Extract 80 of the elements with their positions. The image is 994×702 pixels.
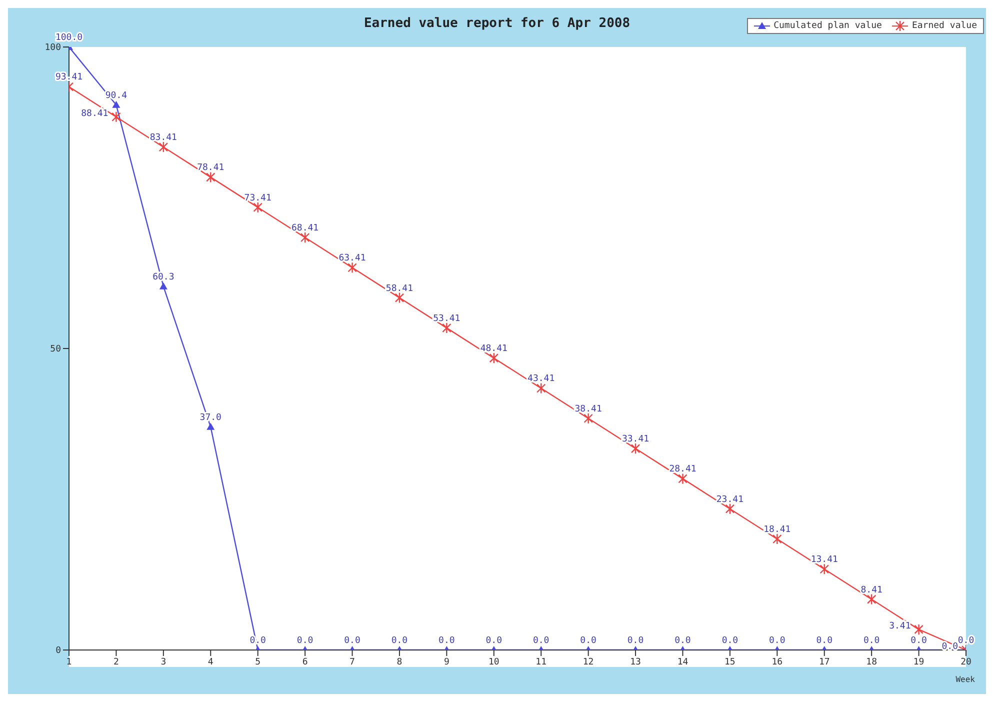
data-label: 0.0 (942, 642, 958, 652)
x-tick-label: 5 (255, 657, 261, 668)
data-label: 38.41 (574, 404, 602, 414)
point (206, 422, 215, 430)
data-label: 0.0 (486, 636, 502, 646)
data-label: 28.41 (669, 464, 696, 475)
y-tick-label: 0 (56, 646, 61, 656)
x-tick-label: 15 (724, 657, 736, 668)
x-tick-label: 17 (818, 657, 830, 668)
data-label: 0.0 (674, 636, 691, 646)
point (584, 412, 593, 424)
point (253, 202, 262, 213)
data-label: 100.0 (55, 33, 83, 43)
x-tick-label: 16 (772, 657, 783, 668)
data-label: 0.0 (627, 636, 644, 646)
point (112, 100, 120, 108)
point (489, 352, 498, 364)
point (725, 503, 735, 514)
x-tick-label: 1 (66, 657, 72, 668)
data-label: 43.41 (528, 374, 555, 384)
x-tick-label: 6 (302, 657, 308, 668)
data-label: 88.41 (81, 108, 108, 119)
data-label: 18.41 (764, 524, 791, 535)
x-tick-label: 7 (350, 657, 355, 668)
data-label: 0.0 (438, 636, 455, 646)
x-tick-label: 13 (630, 657, 641, 668)
data-label: 0.0 (816, 636, 832, 646)
data-label: 0.0 (296, 636, 314, 646)
x-tick-label: 8 (396, 657, 402, 668)
point (206, 172, 216, 183)
data-label: 78.41 (197, 163, 224, 174)
data-label: 53.41 (433, 314, 460, 324)
data-label: 58.41 (386, 284, 414, 294)
point (158, 141, 168, 153)
data-label: 0.0 (863, 636, 880, 646)
point (348, 262, 357, 274)
data-label: 0.0 (344, 636, 360, 646)
y-tick-label: 50 (50, 344, 61, 355)
data-label: 0.0 (958, 636, 974, 646)
point (159, 282, 168, 290)
point (536, 382, 546, 394)
point (678, 473, 688, 484)
x-tick-label: 2 (114, 657, 119, 668)
point (630, 442, 640, 454)
data-label: 33.41 (622, 434, 650, 445)
x-tick-label: 9 (444, 657, 450, 668)
data-label: 0.0 (769, 636, 786, 646)
x-tick-label: 20 (960, 657, 972, 668)
x-tick-label: 19 (913, 657, 924, 668)
data-label: 48.41 (480, 344, 508, 354)
point (772, 533, 782, 545)
point (394, 292, 404, 304)
data-label: 3.41 (889, 621, 911, 632)
data-label: 13.41 (810, 555, 838, 566)
x-axis-title: Week (956, 674, 976, 684)
data-label: 8.41 (860, 585, 882, 596)
data-label: 83.41 (150, 133, 177, 144)
data-label: 73.41 (244, 193, 272, 204)
legend-label: Earned value (910, 21, 977, 31)
point (300, 232, 310, 244)
data-label: 68.41 (292, 223, 319, 234)
data-label: 0.0 (391, 636, 408, 646)
x-tick-label: 12 (582, 657, 594, 668)
y-tick-label: 100 (44, 43, 61, 54)
data-label: 23.41 (716, 494, 744, 505)
x-tick-label: 10 (488, 657, 500, 668)
legend-label: Cumulated plan value (772, 21, 882, 31)
x-tick-label: 11 (536, 657, 547, 668)
chart-title: Earned value report for 6 Apr 2008 (364, 16, 630, 31)
data-label: 0.0 (580, 636, 596, 646)
data-label: 0.0 (722, 636, 738, 646)
point (112, 111, 121, 122)
point (442, 322, 452, 334)
data-label: 63.41 (338, 254, 366, 264)
x-tick-label: 14 (677, 657, 688, 668)
x-tick-label: 4 (208, 657, 214, 668)
data-label: 0.0 (910, 636, 927, 646)
x-tick-label: 3 (160, 657, 166, 668)
data-label: 0.0 (532, 636, 550, 646)
x-tick-label: 18 (866, 657, 877, 668)
